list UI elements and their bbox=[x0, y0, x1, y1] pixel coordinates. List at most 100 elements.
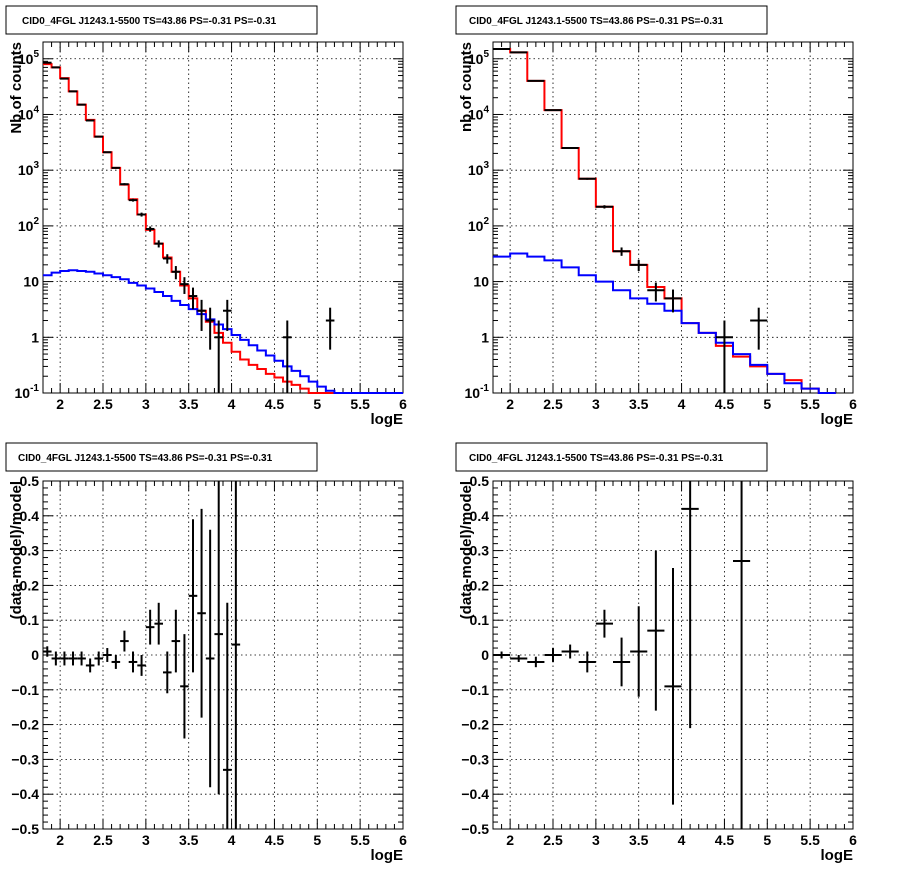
data-point bbox=[85, 119, 95, 122]
data-point bbox=[128, 198, 138, 202]
data-point bbox=[325, 307, 335, 350]
chart-title: CID0_4FGL J1243.1-5500 TS=43.86 PS=-0.31… bbox=[469, 16, 724, 27]
x-axis-label: logE bbox=[821, 411, 854, 428]
y-tick-label: 0.4 bbox=[470, 508, 490, 524]
y-tick-label: 1 bbox=[31, 329, 39, 345]
data-point bbox=[43, 646, 52, 657]
x-axis-label: logE bbox=[371, 847, 404, 864]
x-tick-label: 4 bbox=[228, 832, 236, 848]
x-tick-label: 4.5 bbox=[715, 396, 735, 412]
y-tick-label-base: 10 bbox=[468, 106, 484, 122]
y-tick-label: 0.5 bbox=[470, 473, 490, 489]
x-tick-label: 5 bbox=[313, 832, 321, 848]
y-tick-label-exp: 5 bbox=[483, 49, 489, 60]
y-tick-label: 102 bbox=[18, 216, 40, 234]
data-point bbox=[188, 287, 198, 310]
y-tick-label: 0.2 bbox=[20, 577, 40, 593]
data-point bbox=[94, 135, 103, 138]
data-point bbox=[613, 247, 631, 256]
x-tick-label: 2 bbox=[506, 832, 514, 848]
y-tick-label: 0.4 bbox=[20, 508, 40, 524]
y-tick-label-base: 10 bbox=[18, 162, 34, 178]
x-tick-label: 4.5 bbox=[265, 396, 285, 412]
y-tick-label: 0 bbox=[481, 647, 489, 663]
data-point bbox=[145, 609, 155, 645]
y-tick-label-exp: 2 bbox=[33, 216, 39, 227]
chart-panel-3: 2 2.5 3 3.5 4 4.5 5 5.5 6 −0.5 −0.4 −0.3 −0.2 −0.1 0 0.… bbox=[5, 442, 407, 864]
y-tick-label-base: 10 bbox=[465, 385, 481, 401]
y-tick-label: 0.3 bbox=[20, 543, 40, 559]
y-tick-label-exp: -1 bbox=[30, 383, 39, 394]
data-point bbox=[510, 655, 528, 662]
x-tick-label: 5 bbox=[763, 832, 771, 848]
data-point bbox=[578, 177, 596, 180]
series-2-line bbox=[43, 269, 403, 394]
data-point bbox=[163, 651, 172, 694]
y-tick-label: −0.2 bbox=[461, 717, 489, 733]
data-point bbox=[231, 481, 241, 829]
data-point bbox=[51, 651, 61, 666]
data-point bbox=[171, 609, 181, 673]
data-point bbox=[664, 289, 682, 313]
chart-panel-4: 2 2.5 3 3.5 4 4.5 5 5.5 6 −0.5 −0.4 −0.3 −0.2 −0.1 0 0.… bbox=[455, 442, 857, 864]
y-tick-label: −0.1 bbox=[11, 682, 39, 698]
data-point bbox=[77, 651, 86, 666]
y-tick-label: −0.4 bbox=[11, 786, 39, 802]
x-tick-label: 4 bbox=[228, 396, 236, 412]
y-tick-label: 1 bbox=[481, 329, 489, 345]
y-tick-label: 10-1 bbox=[15, 383, 40, 401]
data-point bbox=[60, 651, 69, 666]
data-point bbox=[283, 320, 292, 393]
chart-panel-2: 2 2.5 3 3.5 4 4.5 5 5.5 610-1110102103104105logE… bbox=[455, 5, 857, 428]
y-tick-label: 103 bbox=[18, 160, 40, 178]
y-axis-label: Nb of counts bbox=[8, 42, 25, 134]
chart-panel-1: 2 2.5 3 3.5 4 4.5 5 5.5 610-1110102103104105logE… bbox=[5, 5, 407, 428]
y-tick-label: 105 bbox=[468, 49, 490, 67]
y-tick-label: 0.3 bbox=[470, 543, 490, 559]
y-tick-label: −0.5 bbox=[11, 821, 39, 837]
x-tick-label: 3.5 bbox=[629, 832, 649, 848]
data-point bbox=[180, 634, 189, 739]
x-tick-label: 6 bbox=[399, 396, 407, 412]
y-tick-label: −0.3 bbox=[11, 751, 39, 767]
x-tick-label: 4.5 bbox=[265, 832, 285, 848]
data-point bbox=[111, 655, 121, 669]
x-tick-label: 2.5 bbox=[543, 396, 563, 412]
x-tick-label: 4.5 bbox=[715, 832, 735, 848]
y-tick-label: 104 bbox=[18, 104, 40, 122]
data-point bbox=[145, 226, 155, 232]
data-point bbox=[163, 254, 172, 264]
y-tick-label: 10-1 bbox=[465, 383, 490, 401]
data-point bbox=[111, 166, 121, 169]
chart-title: CID0_4FGL J1243.1-5500 TS=43.86 PS=-0.31… bbox=[18, 453, 273, 464]
y-tick-label: 0.1 bbox=[20, 612, 40, 628]
y-tick-label-base: 10 bbox=[468, 162, 484, 178]
x-tick-label: 5 bbox=[313, 396, 321, 412]
y-axis-label: (data-model)/model bbox=[458, 481, 475, 619]
y-tick-label: −0.5 bbox=[461, 821, 489, 837]
series-2-line bbox=[493, 252, 836, 394]
data-point bbox=[103, 648, 112, 662]
y-tick-label: −0.2 bbox=[11, 717, 39, 733]
data-point bbox=[561, 644, 579, 659]
data-point bbox=[681, 481, 699, 729]
data-point bbox=[630, 259, 648, 271]
y-tick-label: −0.1 bbox=[461, 682, 489, 698]
data-point bbox=[197, 299, 206, 331]
data-point bbox=[85, 658, 95, 673]
data-point bbox=[120, 183, 129, 186]
x-tick-label: 6 bbox=[849, 832, 857, 848]
x-tick-label: 5.5 bbox=[350, 396, 370, 412]
y-tick-label-exp: 5 bbox=[33, 49, 39, 60]
data-point bbox=[180, 277, 189, 294]
y-tick-label: 0.1 bbox=[470, 612, 490, 628]
data-point bbox=[544, 648, 562, 662]
y-tick-label-exp: -1 bbox=[480, 383, 489, 394]
y-tick-label: 0.5 bbox=[20, 473, 40, 489]
y-tick-label-base: 10 bbox=[18, 106, 34, 122]
data-point bbox=[154, 240, 163, 248]
y-tick-label-base: 10 bbox=[18, 51, 34, 67]
x-tick-label: 2.5 bbox=[93, 832, 113, 848]
data-point bbox=[715, 320, 733, 393]
